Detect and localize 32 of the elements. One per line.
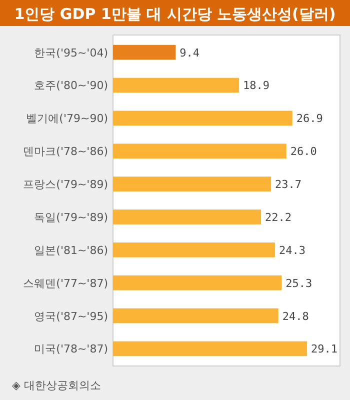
data-label: 29.1: [311, 342, 338, 356]
y-tick-label: 독일('79~'89): [34, 210, 108, 224]
y-tick-label: 벨기에('79~90): [26, 112, 108, 126]
bar: [113, 341, 308, 356]
data-label: 26.9: [296, 112, 323, 126]
bar: [113, 110, 292, 126]
data-label: 24.8: [282, 310, 309, 323]
bar: [113, 308, 278, 324]
bar: [113, 275, 282, 290]
y-tick-label: 스웨덴('77~'87): [23, 276, 108, 290]
y-tick-label: 호주('80~'90): [34, 79, 108, 92]
y-tick-label: 영국('87~'95): [34, 310, 108, 323]
data-label: 23.7: [275, 178, 302, 192]
y-tick-label: 덴마크('78~'86): [23, 145, 108, 158]
data-label: 22.2: [265, 210, 292, 224]
y-tick-label: 미국('78~'87): [34, 342, 108, 356]
y-tick-label: 한국('95~'04): [34, 46, 108, 60]
y-tick-label: 프랑스('79~'89): [23, 178, 108, 192]
data-label: 24.3: [279, 244, 306, 257]
bar: [113, 176, 272, 192]
chart-title: 1인당 GDP 1만불 대 시간당 노동생산성(달러): [14, 5, 336, 23]
data-label: 25.3: [286, 276, 312, 290]
bar: [113, 144, 286, 159]
data-label: 9.4: [180, 46, 200, 60]
text: ◈ 대한상공회의소: [12, 379, 101, 392]
y-tick-label: 일본('81~'86): [34, 244, 108, 257]
data-label: 26.0: [290, 145, 317, 158]
data-label: 18.9: [243, 79, 270, 92]
bar: [113, 242, 276, 258]
bar: [113, 78, 240, 93]
bar: [113, 44, 176, 60]
bar: [113, 210, 262, 224]
